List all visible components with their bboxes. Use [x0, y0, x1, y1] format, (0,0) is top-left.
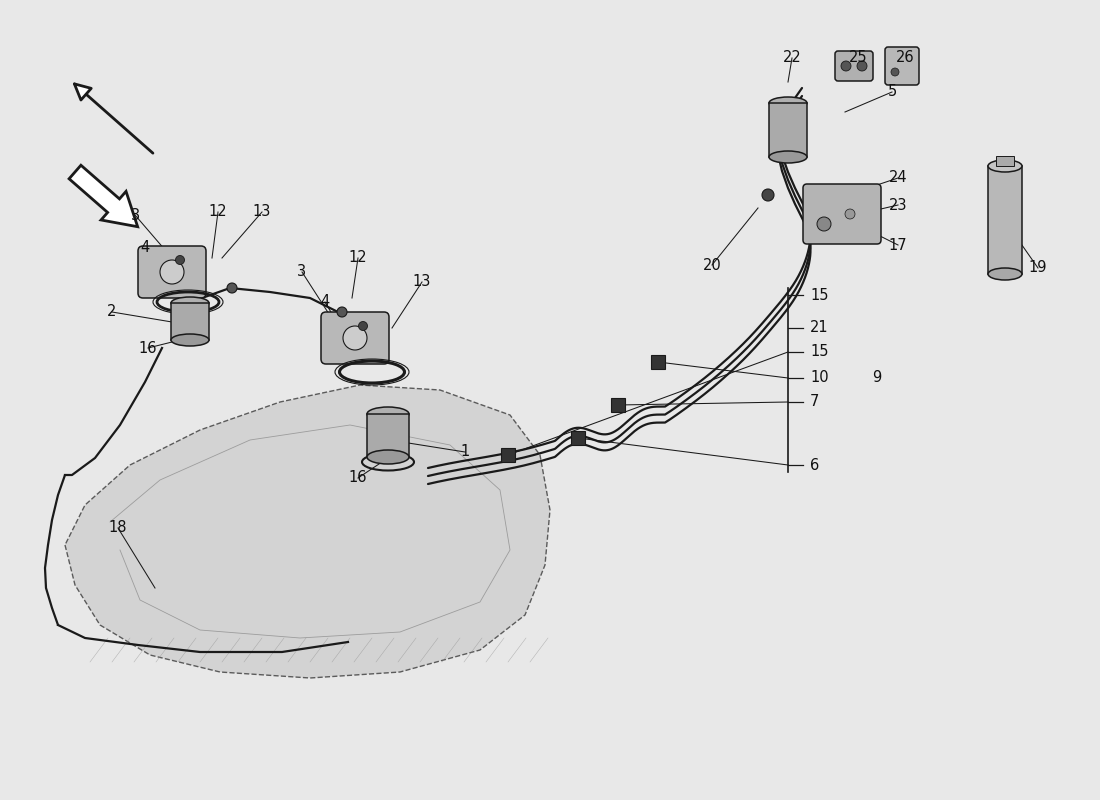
FancyBboxPatch shape: [835, 51, 873, 81]
Ellipse shape: [988, 160, 1022, 172]
Text: 20: 20: [703, 258, 722, 273]
Circle shape: [337, 307, 346, 317]
Ellipse shape: [170, 297, 209, 309]
FancyBboxPatch shape: [321, 312, 389, 364]
FancyBboxPatch shape: [886, 47, 918, 85]
Ellipse shape: [170, 334, 209, 346]
Ellipse shape: [769, 97, 807, 109]
Bar: [988, 166, 1022, 274]
Text: 4: 4: [141, 241, 150, 255]
Text: 9: 9: [872, 370, 881, 386]
Bar: [996, 156, 1014, 166]
Text: 10: 10: [810, 370, 828, 386]
Text: 2: 2: [108, 305, 117, 319]
Text: 23: 23: [889, 198, 908, 213]
Text: 3: 3: [297, 265, 307, 279]
Text: 15: 15: [810, 345, 828, 359]
FancyBboxPatch shape: [138, 246, 206, 298]
Circle shape: [160, 260, 184, 284]
Ellipse shape: [367, 450, 409, 464]
Text: 16: 16: [349, 470, 367, 486]
Bar: [610, 398, 625, 412]
Circle shape: [343, 326, 367, 350]
Ellipse shape: [769, 151, 807, 163]
Text: 25: 25: [849, 50, 867, 66]
Circle shape: [176, 255, 185, 265]
Polygon shape: [65, 385, 550, 678]
Circle shape: [845, 209, 855, 219]
Text: 13: 13: [253, 205, 272, 219]
Bar: [571, 431, 585, 445]
Text: 5: 5: [888, 85, 896, 99]
Text: 7: 7: [810, 394, 820, 410]
Text: 12: 12: [209, 205, 228, 219]
Ellipse shape: [367, 407, 409, 421]
Text: 22: 22: [782, 50, 802, 66]
Text: 21: 21: [810, 321, 828, 335]
Circle shape: [817, 217, 830, 231]
Text: 19: 19: [1028, 261, 1047, 275]
FancyArrow shape: [69, 166, 138, 226]
Circle shape: [857, 61, 867, 71]
Bar: [769, 103, 807, 157]
Bar: [367, 414, 409, 457]
Circle shape: [842, 61, 851, 71]
Text: 4: 4: [320, 294, 330, 310]
FancyBboxPatch shape: [803, 184, 881, 244]
Bar: [170, 303, 209, 340]
Text: 26: 26: [895, 50, 914, 66]
Bar: [651, 355, 666, 369]
Text: 1: 1: [461, 445, 470, 459]
Bar: [500, 448, 515, 462]
Circle shape: [359, 322, 367, 330]
Text: 15: 15: [810, 287, 828, 302]
Circle shape: [227, 283, 236, 293]
Text: 6: 6: [810, 458, 820, 473]
Text: 18: 18: [109, 521, 128, 535]
Ellipse shape: [988, 268, 1022, 280]
Text: 13: 13: [412, 274, 431, 290]
Text: 12: 12: [349, 250, 367, 266]
Text: 16: 16: [139, 341, 157, 355]
Text: 17: 17: [889, 238, 908, 253]
Circle shape: [891, 68, 899, 76]
Circle shape: [762, 189, 774, 201]
Text: 3: 3: [131, 207, 140, 222]
Text: 24: 24: [889, 170, 908, 186]
